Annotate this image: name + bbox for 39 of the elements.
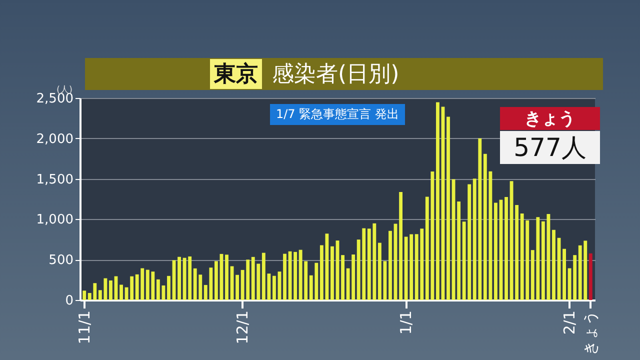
bar <box>552 230 556 300</box>
bar <box>588 253 592 300</box>
y-tick-label: 1,000 <box>36 212 74 228</box>
bar <box>562 248 566 300</box>
y-tick-label: 500 <box>48 253 74 268</box>
bar <box>504 197 508 300</box>
bar <box>330 246 334 300</box>
annotation: きょう <box>500 107 600 130</box>
bar <box>120 284 123 300</box>
x-tick-label: 11/1 <box>75 310 94 344</box>
bar <box>457 202 461 300</box>
bar <box>82 290 86 300</box>
bar <box>236 274 240 300</box>
bar <box>399 192 402 300</box>
bar <box>167 276 170 300</box>
bar <box>294 252 298 300</box>
x-tick-label: 1/1 <box>397 310 416 335</box>
bar <box>178 256 181 300</box>
annotation: 1/7 緊急事態宣言 発出 <box>270 104 405 125</box>
bar <box>341 255 344 300</box>
bar <box>446 116 450 300</box>
bar <box>283 254 286 300</box>
x-tick-label: 2/1 <box>560 310 579 335</box>
x-tick-label: きょう <box>582 310 600 356</box>
bar <box>214 261 218 300</box>
bar <box>378 242 382 300</box>
y-tick-label: 1,500 <box>36 172 74 188</box>
bar <box>494 202 498 300</box>
y-tick-label: 2,000 <box>36 132 74 147</box>
chart-title: 東京 <box>210 59 262 89</box>
bar <box>225 254 228 300</box>
bar <box>109 280 112 300</box>
bar <box>436 102 440 300</box>
chart-subtitle: 感染者(日別) <box>272 61 400 89</box>
annotation: 577人 <box>500 131 600 164</box>
bar <box>272 276 276 300</box>
y-tick-label: 0 <box>65 294 74 308</box>
x-tick-label: 12/1 <box>234 310 252 344</box>
bar <box>388 230 392 300</box>
